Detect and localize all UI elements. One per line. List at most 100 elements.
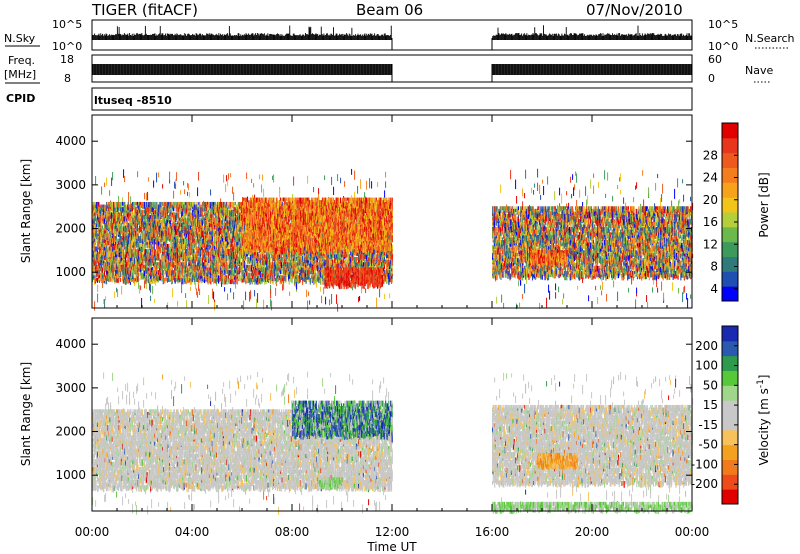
range-gate-cell [520, 279, 521, 285]
range-gate-cell [170, 202, 171, 208]
range-gate-cell [128, 202, 129, 205]
range-gate-cell [261, 184, 262, 192]
range-gate-cell [140, 285, 141, 290]
range-gate-cell [180, 262, 181, 267]
range-gate-cell [385, 172, 386, 178]
range-gate-cell [130, 215, 131, 222]
range-gate-cell [682, 292, 683, 302]
range-gate-cell [106, 177, 107, 185]
range-gate-cell [662, 184, 663, 194]
range-gate-cell [174, 182, 175, 189]
range-gate-cell [175, 183, 176, 189]
range-gate-cell [263, 189, 264, 197]
range-gate-cell [187, 183, 188, 188]
range-gate-cell [124, 223, 125, 226]
range-gate-cell [309, 300, 310, 304]
range-gate-cell [159, 202, 160, 209]
range-gate-cell [515, 180, 516, 190]
range-gate-cell [105, 252, 106, 257]
range-gate-cell [179, 278, 180, 282]
range-gate-cell [331, 177, 332, 185]
range-gate-cell [173, 191, 174, 199]
range-gate-cell [566, 191, 567, 195]
range-gate-cell [620, 173, 621, 181]
range-gate-cell [224, 287, 225, 292]
range-gate-cell [223, 175, 224, 183]
range-gate-cell [333, 187, 334, 195]
range-gate-cell [623, 197, 624, 203]
range-gate-cell [510, 170, 511, 179]
range-gate-cell [320, 287, 321, 292]
date-title: 07/Nov/2010 [586, 1, 683, 19]
range-gate-cell [183, 181, 184, 185]
cpid-label: CPID [6, 92, 35, 105]
range-gate-cell [652, 287, 653, 292]
range-gate-cell [357, 186, 358, 194]
range-gate-cell [613, 281, 614, 288]
range-gate-cell [192, 202, 193, 207]
range-gate-cell [225, 184, 226, 192]
range-gate-cell [635, 299, 636, 308]
range-gate-cell [95, 176, 96, 185]
range-gate-cell [371, 181, 372, 188]
range-gate-cell [228, 173, 229, 179]
range-gate-cell [648, 187, 649, 197]
range-gate-cell [174, 202, 175, 205]
range-gate-cell [102, 267, 103, 272]
cpid-frame [92, 88, 692, 110]
range-gate-cell [137, 223, 138, 228]
range-gate-cell [661, 194, 662, 202]
range-gate-cell [144, 280, 145, 288]
range-gate-cell [103, 299, 104, 304]
range-gate-cell [172, 288, 173, 297]
range-gate-cell [636, 288, 637, 294]
range-gate-cell [275, 288, 276, 296]
range-gate-cell [376, 298, 377, 308]
range-gate-cell [104, 183, 105, 187]
range-gate-cell [635, 186, 636, 190]
range-gate-cell [158, 173, 159, 178]
range-gate-cell [273, 175, 274, 183]
range-gate-cell [570, 177, 571, 183]
range-gate-cell [500, 185, 501, 193]
range-gate-cell [657, 288, 658, 293]
range-gate-cell [573, 187, 574, 196]
range-gate-cell [678, 201, 679, 207]
range-gate-cell [549, 291, 550, 300]
range-gate-cell [116, 288, 117, 292]
range-gate-cell [686, 293, 687, 299]
range-gate-cell [102, 228, 103, 232]
freq-bars [92, 64, 691, 82]
range-gate-cell [163, 273, 164, 277]
range-gate-cell [131, 205, 132, 210]
range-gate-cell [329, 299, 330, 305]
range-gate-cell [197, 202, 198, 206]
range-gate-cell [365, 288, 366, 293]
range-gate-cell [524, 193, 525, 198]
range-gate-cell [364, 192, 365, 198]
range-gate-cell [227, 179, 228, 186]
range-gate-cell [503, 303, 504, 308]
range-gate-cell [122, 260, 123, 263]
range-gate-cell [671, 201, 672, 208]
range-gate-cell [246, 173, 247, 179]
range-gate-cell [270, 299, 271, 307]
range-gate-cell [101, 262, 102, 268]
range-gate-cell [351, 169, 352, 175]
range-gate-cell [542, 180, 543, 184]
range-gate-cell [306, 290, 307, 297]
range-gate-cell [181, 283, 182, 293]
range-gate-cell [188, 184, 189, 190]
range-gate-cell [194, 254, 195, 259]
range-gate-cell [175, 179, 176, 183]
range-gate-cell [191, 265, 192, 270]
range-gate-cell [636, 182, 637, 188]
range-gate-cell [180, 260, 181, 263]
range-gate-cell [336, 294, 337, 303]
range-gate-cell [152, 278, 153, 284]
range-gate-cell [112, 172, 113, 180]
range-gate-cell [271, 301, 272, 311]
range-gate-cell [156, 173, 157, 183]
range-gate-cell [150, 296, 151, 301]
range-gate-cell [169, 172, 170, 180]
